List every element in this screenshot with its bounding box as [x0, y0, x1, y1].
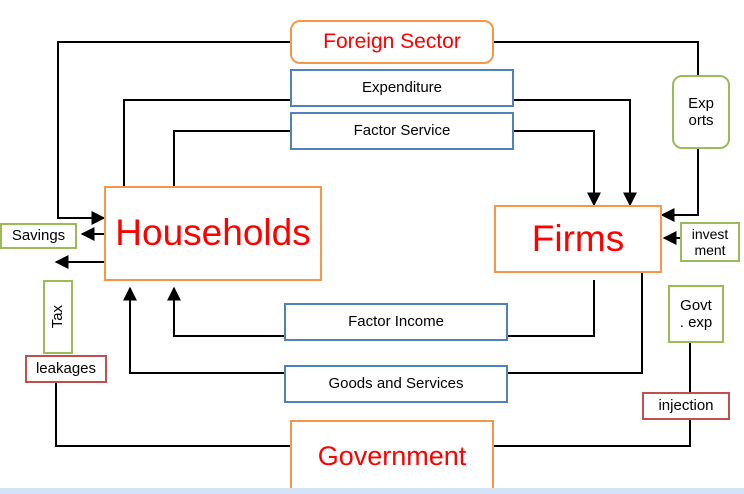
tax-box: Tax — [43, 280, 73, 354]
government-to-leakages-line — [55, 383, 290, 447]
exports-box: Exp orts — [672, 75, 730, 149]
bottom-strip — [0, 488, 744, 494]
injection-box: injection — [642, 392, 730, 420]
investment-label-line-1: invest — [691, 225, 729, 242]
leakages-label: leakages — [35, 360, 97, 378]
exports-label-line-2: orts — [688, 112, 714, 129]
govt-exp-label-line-2: . exp — [679, 314, 713, 331]
expenditure-box: Expenditure — [290, 69, 514, 107]
savings-label: Savings — [11, 227, 66, 245]
government-label: Government — [317, 441, 467, 472]
households-label: Households — [115, 212, 311, 254]
firms-box: Firms — [494, 205, 662, 273]
foreign-to-firms-arrow — [494, 41, 699, 222]
investment-box: invest ment — [680, 222, 740, 262]
investment-label-line-2: ment — [694, 242, 726, 258]
govt-exp-label-line-1: Govt — [680, 296, 712, 314]
injection-label: injection — [658, 397, 714, 415]
factor-income-label: Factor Income — [348, 313, 444, 331]
goods-services-label: Goods and Services — [328, 375, 464, 393]
factor-income-box: Factor Income — [284, 303, 508, 341]
government-to-injection-line — [494, 420, 691, 447]
foreign-sector-label: Foreign Sector — [323, 29, 461, 53]
households-box: Households — [104, 186, 322, 281]
firms-label: Firms — [531, 217, 625, 259]
expenditure-label: Expenditure — [361, 79, 443, 97]
exports-label-line-1: Exp — [688, 94, 714, 112]
govt-exp-box: Govt . exp — [668, 285, 724, 343]
goods-services-box: Goods and Services — [284, 365, 508, 403]
leakages-box: leakages — [25, 355, 107, 383]
factor-service-label: Factor Service — [353, 122, 451, 140]
factor-service-box: Factor Service — [290, 112, 514, 150]
foreign-sector-box: Foreign Sector — [290, 20, 494, 64]
savings-box: Savings — [0, 223, 77, 249]
tax-label: Tax — [49, 305, 67, 329]
foreign-to-households-arrow — [57, 41, 290, 225]
government-box: Government — [290, 420, 494, 494]
